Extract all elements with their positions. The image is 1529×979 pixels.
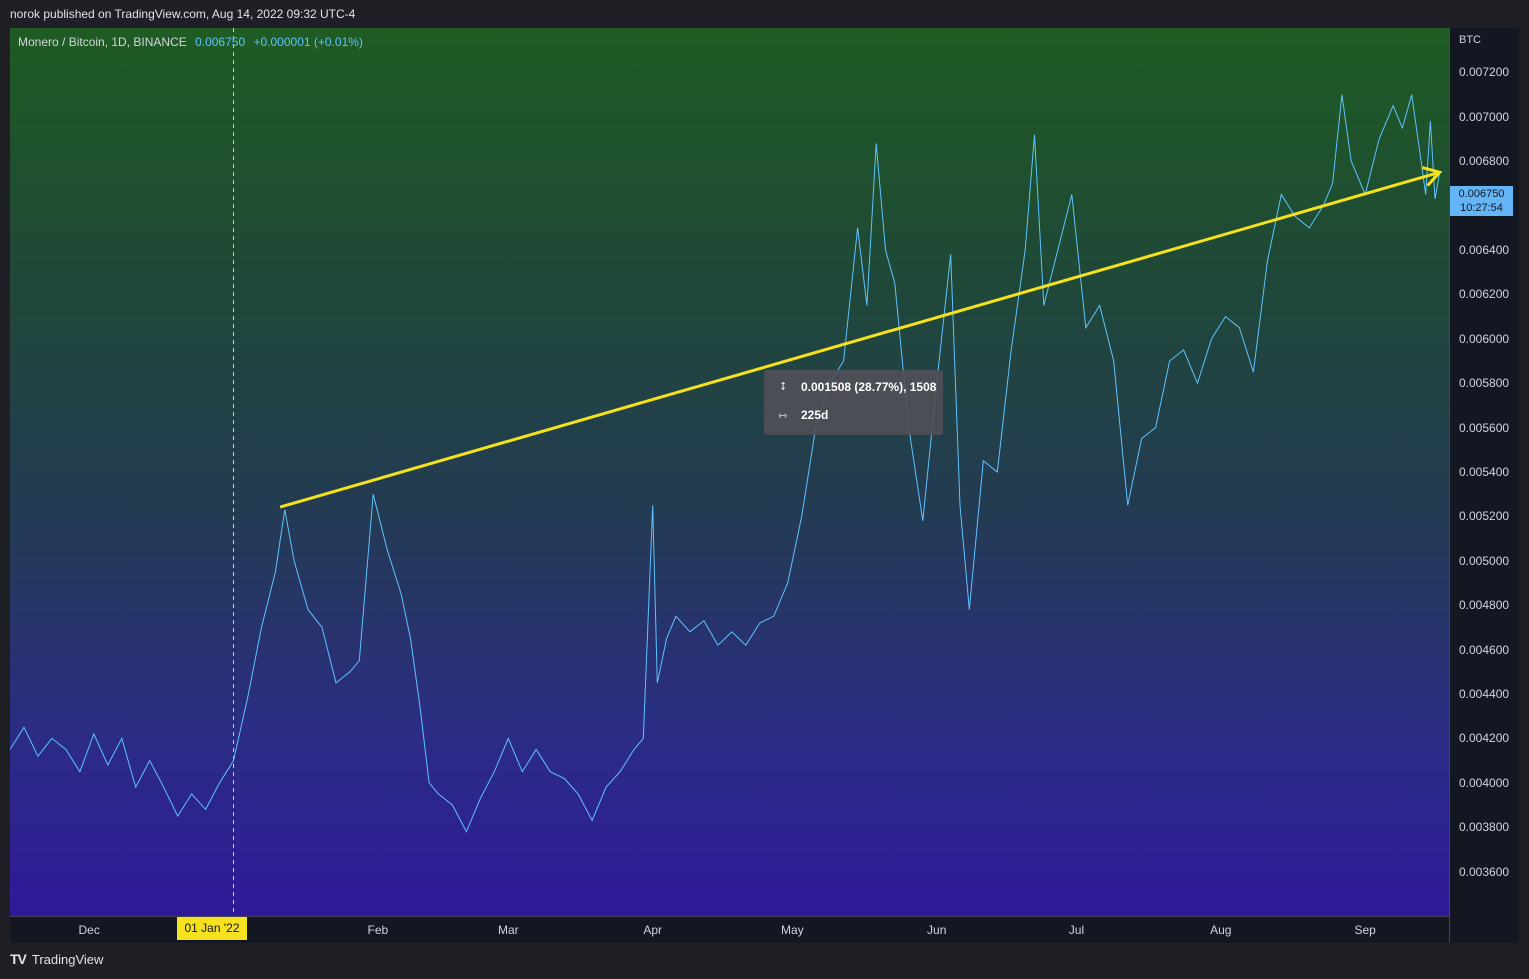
y-tick-label: 0.004600: [1459, 642, 1510, 657]
x-tick-label: Sep: [1354, 923, 1376, 937]
y-tick-label: 0.004800: [1459, 598, 1510, 613]
price-range-icon: ⭥: [780, 380, 786, 393]
publish-header: norok published on TradingView.com, Aug …: [0, 0, 1529, 28]
y-tick-label: 0.005600: [1459, 420, 1510, 435]
y-tick-label: 0.005000: [1459, 553, 1510, 568]
price-tag-value: 0.006750: [1458, 188, 1505, 200]
plot-area[interactable]: [10, 28, 1449, 916]
x-tick-label: Dec: [78, 923, 100, 937]
y-tick-label: 0.006000: [1459, 331, 1510, 346]
trend-arrow-line[interactable]: [279, 170, 1441, 509]
y-tick-label: 0.005200: [1459, 509, 1510, 524]
current-price-tag: 0.006750 10:27:54: [1450, 186, 1513, 216]
date-range-row: ⇿ 225d: [774, 405, 828, 425]
measure-tooltip: ⭥ 0.001508 (28.77%), 1508 ⇿ 225d: [764, 370, 943, 435]
symbol-name[interactable]: Monero / Bitcoin, 1D, BINANCE: [18, 35, 187, 49]
price-series-line[interactable]: [10, 94, 1441, 833]
x-tick-label: Jul: [1068, 923, 1085, 937]
y-tick-label: 0.004200: [1459, 731, 1510, 746]
date-range-value: 225d: [801, 408, 829, 422]
crosshair-date-label: 01 Jan '22: [177, 917, 247, 940]
price-chart[interactable]: [10, 28, 1449, 916]
trend-arrow-head: [1421, 166, 1443, 187]
publish-info: norok published on TradingView.com, Aug …: [10, 7, 356, 21]
y-tick-label: 0.003600: [1459, 864, 1510, 879]
date-range-icon: ⇿: [778, 409, 788, 422]
y-tick-label: 0.006200: [1459, 287, 1510, 302]
x-tick-label: Mar: [497, 923, 519, 937]
footer-brand[interactable]: TV TradingView: [10, 951, 103, 967]
y-tick-label: 0.006400: [1459, 243, 1510, 257]
y-tick-label: 0.005400: [1459, 465, 1510, 479]
y-tick-label: 0.004400: [1459, 687, 1510, 701]
last-price: 0.006750: [195, 35, 246, 49]
y-tick-label: 0.007000: [1459, 109, 1510, 124]
y-tick-label: 0.005800: [1459, 376, 1510, 391]
symbol-legend[interactable]: Monero / Bitcoin, 1D, BINANCE 0.006750 +…: [18, 35, 363, 49]
y-tick-label: 0.007200: [1459, 65, 1510, 80]
price-change: +0.000001 (+0.01%): [253, 35, 363, 49]
y-tick-label: 0.003800: [1459, 820, 1510, 835]
x-tick-label: Aug: [1210, 923, 1232, 937]
y-tick-label: 0.004000: [1459, 775, 1510, 790]
x-tick-label: Apr: [643, 923, 662, 937]
price-range-row: ⭥ 0.001508 (28.77%), 1508: [774, 377, 936, 397]
price-axis[interactable]: [1449, 28, 1519, 943]
y-tick-label: 0.006800: [1459, 154, 1510, 169]
currency-label: BTC: [1459, 34, 1481, 46]
x-tick-label: Jun: [927, 923, 947, 937]
price-range-value: 0.001508 (28.77%), 1508: [801, 380, 937, 394]
brand-name: TradingView: [31, 951, 104, 967]
x-tick-label: Feb: [367, 923, 389, 937]
x-tick-label: May: [781, 923, 804, 937]
time-axis[interactable]: Dec Feb Mar Apr May Jun Jul Aug Sep: [10, 916, 1449, 943]
tradingview-logo-icon: TV: [10, 951, 27, 967]
price-tag-countdown: 10:27:54: [1460, 202, 1503, 214]
